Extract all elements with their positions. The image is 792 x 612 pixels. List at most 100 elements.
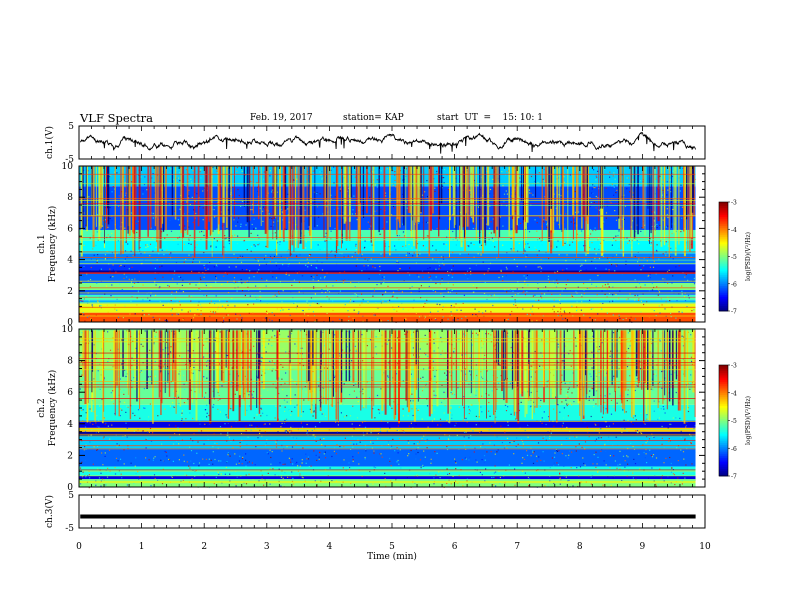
noise-cell <box>610 350 612 352</box>
noise-cell <box>627 332 629 334</box>
noise-cell <box>271 257 273 260</box>
noise-cell <box>387 375 389 377</box>
noise-cell <box>188 282 190 284</box>
noise-cell <box>170 252 172 254</box>
noise-cell <box>178 443 180 445</box>
noise-cell <box>361 475 363 477</box>
noise-cell <box>452 265 454 267</box>
noise-cell <box>475 394 477 396</box>
noise-cell <box>415 458 417 460</box>
noise-cell <box>128 278 130 280</box>
noise-cell <box>506 291 508 293</box>
noise-cell <box>105 221 107 223</box>
noise-cell <box>208 458 210 460</box>
noise-cell <box>166 249 168 251</box>
noise-cell <box>299 362 301 365</box>
noise-cell <box>380 388 382 390</box>
noise-cell <box>221 305 224 307</box>
noise-cell <box>362 393 364 395</box>
noise-cell <box>568 290 570 292</box>
sferic-streak <box>159 166 162 249</box>
noise-cell <box>357 439 359 441</box>
noise-cell <box>564 385 566 388</box>
noise-cell <box>212 166 214 169</box>
noise-cell <box>133 430 135 432</box>
noise-cell <box>209 302 211 304</box>
noise-cell <box>593 201 595 203</box>
noise-cell <box>605 212 608 214</box>
noise-cell <box>396 260 398 262</box>
noise-cell <box>468 412 470 415</box>
noise-cell <box>435 395 437 397</box>
noise-cell <box>474 308 476 310</box>
noise-cell <box>81 300 83 302</box>
noise-cell <box>543 219 545 221</box>
noise-cell <box>123 265 125 267</box>
noise-cell <box>137 409 140 411</box>
noise-cell <box>199 231 201 233</box>
noise-cell <box>391 214 393 216</box>
noise-cell <box>327 378 329 380</box>
noise-cell <box>434 375 436 377</box>
noise-cell <box>142 430 144 432</box>
noise-cell <box>233 277 236 279</box>
noise-cell <box>141 314 143 316</box>
noise-cell <box>553 305 555 307</box>
noise-cell <box>258 237 260 239</box>
noise-cell <box>673 292 675 294</box>
noise-cell <box>263 171 265 173</box>
noise-cell <box>213 433 215 435</box>
noise-cell <box>355 169 357 171</box>
noise-cell <box>537 288 539 290</box>
noise-cell <box>93 254 95 256</box>
noise-cell <box>389 427 391 429</box>
noise-cell <box>361 255 363 257</box>
noise-cell <box>590 483 592 485</box>
noise-cell <box>168 270 170 272</box>
dropout-streak <box>650 166 652 234</box>
noise-cell <box>518 242 520 244</box>
noise-cell <box>597 471 599 473</box>
noise-cell <box>170 294 173 296</box>
noise-cell <box>253 276 255 278</box>
noise-cell <box>372 295 374 297</box>
noise-cell <box>571 305 573 307</box>
noise-cell <box>320 303 322 305</box>
noise-cell <box>423 306 425 308</box>
noise-cell <box>149 349 151 351</box>
noise-cell <box>125 422 127 424</box>
noise-cell <box>538 299 540 301</box>
noise-cell <box>120 264 122 266</box>
noise-cell <box>176 283 178 285</box>
sferic-streak <box>329 166 331 228</box>
noise-cell <box>452 273 454 275</box>
noise-cell <box>302 422 304 424</box>
noise-cell <box>569 312 571 314</box>
sferic-streak <box>370 166 372 243</box>
colorbar-step <box>719 232 728 236</box>
noise-cell <box>281 450 283 452</box>
noise-cell <box>282 463 284 465</box>
noise-cell <box>257 186 259 188</box>
noise-cell <box>359 304 361 306</box>
dropout-streak <box>243 166 245 200</box>
noise-cell <box>269 197 271 199</box>
noise-cell <box>139 247 141 249</box>
noise-cell <box>624 460 626 462</box>
noise-cell <box>315 454 317 456</box>
noise-cell <box>367 301 369 303</box>
noise-cell <box>214 339 216 342</box>
noise-cell <box>681 310 683 312</box>
noise-cell <box>443 264 445 266</box>
noise-cell <box>492 304 494 307</box>
noise-cell <box>142 431 144 433</box>
noise-cell <box>103 377 105 379</box>
noise-cell <box>670 247 672 249</box>
noise-cell <box>635 286 637 288</box>
noise-cell <box>109 268 111 270</box>
noise-cell <box>490 334 492 336</box>
noise-cell <box>148 431 150 433</box>
noise-cell <box>566 254 568 256</box>
noise-cell <box>634 270 636 272</box>
noise-cell <box>356 359 358 361</box>
